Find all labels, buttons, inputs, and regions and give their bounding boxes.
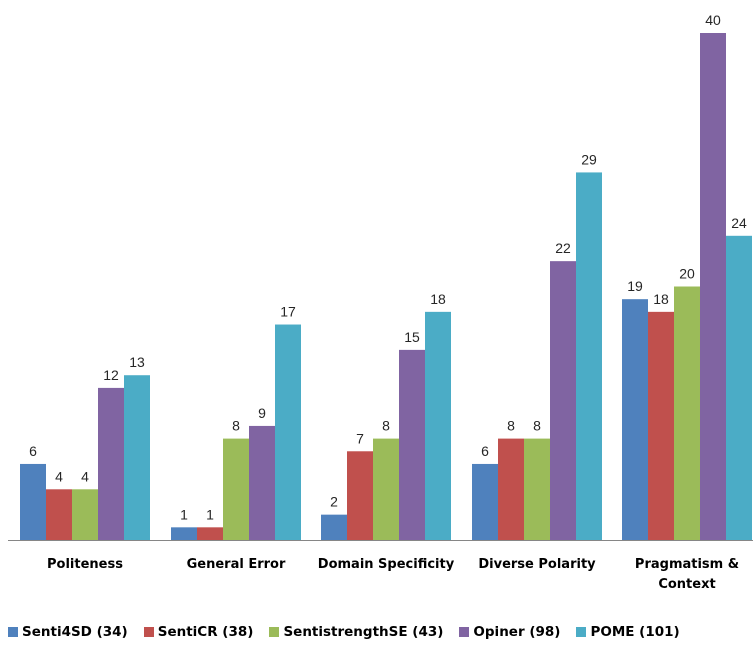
value-label-0-4: 19	[627, 278, 643, 294]
bar-3-4	[700, 33, 726, 540]
bar-0-1	[171, 527, 197, 540]
legend-label-0: Senti4SD (34)	[22, 624, 128, 640]
value-label-4-0: 13	[129, 354, 145, 370]
category-label-0: Politeness	[47, 557, 123, 572]
value-label-1-4: 18	[653, 291, 669, 307]
legend-label-1: SentiCR (38)	[157, 624, 254, 640]
bar-2-2	[373, 438, 399, 540]
legend-item-4: POME (101)	[576, 624, 680, 640]
value-label-4-2: 18	[430, 291, 446, 307]
category-label-4-line-1: Context	[658, 577, 715, 592]
value-label-2-3: 8	[533, 418, 541, 434]
bar-0-4	[622, 299, 648, 540]
legend-swatch-1	[143, 627, 154, 637]
value-label-2-4: 20	[679, 266, 695, 282]
value-label-0-2: 2	[330, 494, 338, 510]
value-label-1-1: 1	[206, 506, 214, 522]
value-label-4-4: 24	[731, 215, 747, 231]
legend-swatch-2	[269, 627, 280, 637]
legend-swatch-4	[576, 627, 587, 637]
value-label-1-2: 7	[356, 430, 364, 446]
value-label-2-1: 8	[232, 418, 240, 434]
bar-0-0	[20, 463, 46, 540]
bar-1-1	[197, 527, 223, 540]
legend-item-3: Opiner (98)	[459, 624, 560, 640]
legend-label-4: POME (101)	[590, 624, 680, 640]
bar-4-1	[275, 324, 301, 540]
value-label-4-3: 29	[581, 151, 597, 167]
bar-1-4	[648, 311, 674, 540]
value-label-0-0: 6	[29, 443, 37, 459]
bar-1-3	[498, 438, 524, 540]
category-label-1: General Error	[187, 557, 286, 572]
bar-2-3	[524, 438, 550, 540]
value-label-0-1: 1	[180, 506, 188, 522]
legend-item-1: SentiCR (38)	[143, 624, 254, 640]
bar-3-1	[249, 425, 275, 540]
bar-0-3	[472, 463, 498, 540]
bar-2-1	[223, 438, 249, 540]
legend-label-2: SentistrengthSE (43)	[283, 624, 444, 640]
value-label-0-3: 6	[481, 443, 489, 459]
bar-4-0	[124, 375, 150, 540]
legend-item-0: Senti4SD (34)	[8, 624, 128, 640]
bars-layer	[20, 33, 752, 541]
value-label-3-1: 9	[258, 405, 266, 421]
category-label-3: Diverse Polarity	[478, 557, 596, 572]
bar-4-4	[726, 235, 752, 541]
legend-item-2: SentistrengthSE (43)	[269, 624, 443, 640]
legend-swatch-3	[459, 627, 470, 637]
value-label-2-0: 4	[81, 468, 89, 484]
bar-1-2	[347, 451, 373, 540]
bar-2-4	[674, 286, 700, 540]
legend: Senti4SD (34) SentiCR (38) SentistrengthSE…	[0, 618, 753, 646]
legend-label-3: Opiner (98)	[473, 624, 561, 640]
bar-0-2	[321, 514, 347, 540]
bar-3-2	[399, 349, 425, 540]
bar-4-3	[576, 172, 602, 541]
value-label-4-1: 17	[280, 304, 296, 320]
bar-1-0	[46, 489, 72, 540]
bar-4-2	[425, 311, 451, 540]
bar-3-0	[98, 387, 124, 540]
category-label-4-line-0: Pragmatism &	[635, 557, 739, 572]
value-label-3-4: 40	[705, 12, 721, 28]
value-label-1-3: 8	[507, 418, 515, 434]
value-label-3-0: 12	[103, 367, 119, 383]
category-label-2: Domain Specificity	[318, 557, 455, 572]
value-label-3-2: 15	[404, 329, 420, 345]
category-labels-layer: Politeness General Error Domain Specificit…	[47, 557, 739, 592]
bar-3-3	[550, 261, 576, 540]
value-label-2-2: 8	[382, 418, 390, 434]
value-label-1-0: 4	[55, 468, 63, 484]
value-label-3-3: 22	[555, 240, 571, 256]
legend-swatch-0	[8, 627, 18, 637]
bar-2-0	[72, 489, 98, 540]
